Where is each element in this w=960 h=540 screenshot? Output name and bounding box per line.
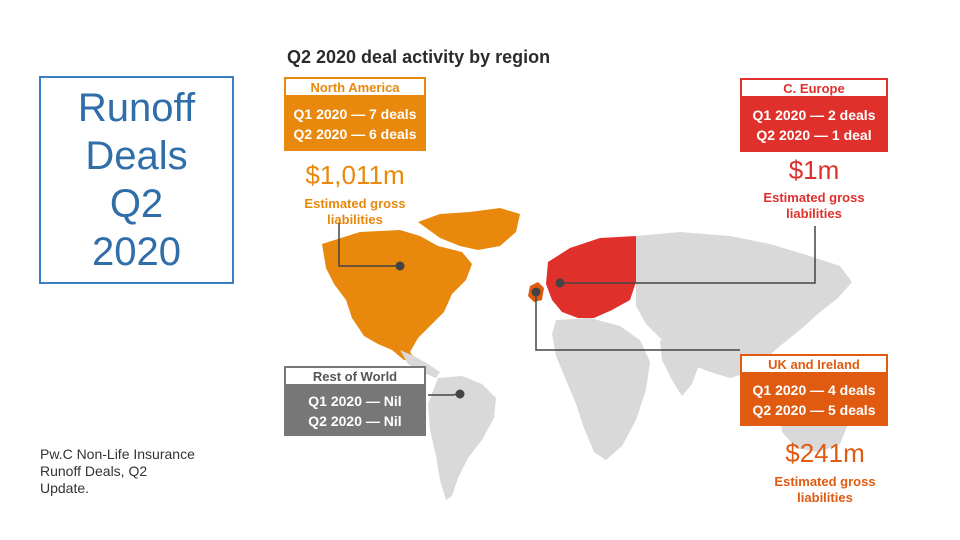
north-america-amount: $1,011m (305, 160, 405, 190)
uk-ireland-amount-label: Estimated gross liabilities (774, 474, 876, 505)
north-america-shape (322, 230, 472, 362)
connector-uk-ireland (535, 292, 740, 351)
north-america-name: North America (310, 79, 400, 95)
rest-of-world-deals: Q1 2020 — Nil Q2 2020 — Nil (284, 386, 426, 436)
north-america-amount-label: Estimated gross liabilities (304, 196, 406, 227)
rest-of-world-name: Rest of World (312, 368, 398, 384)
north-america-header: North America (284, 77, 426, 97)
greenland-shape (418, 208, 520, 250)
uk-ireland-amount: $241m (785, 438, 865, 468)
marker-uk-ireland (531, 287, 541, 297)
marker-north-america (395, 261, 405, 271)
c-europe-q2: Q2 2020 — 1 deal (756, 127, 872, 143)
c-europe-q1: Q1 2020 — 2 deals (752, 107, 876, 123)
north-america-q2: Q2 2020 — 6 deals (293, 126, 417, 142)
c-europe-header: C. Europe (740, 78, 888, 98)
uk-ireland-q1: Q1 2020 — 4 deals (752, 382, 876, 398)
connector-north-america (338, 222, 400, 267)
slide-title: Runoff Deals Q2 2020 (77, 86, 196, 274)
c-europe-amount: $1m (788, 155, 840, 185)
c-europe-deals: Q1 2020 — 2 deals Q2 2020 — 1 deal (740, 98, 888, 152)
asia-shape (636, 232, 852, 378)
europe-russia-shape (546, 236, 636, 318)
uk-ireland-name: UK and Ireland (768, 356, 860, 372)
c-europe-name: C. Europe (783, 80, 845, 96)
slide-title-box: Runoff Deals Q2 2020 (39, 76, 234, 284)
north-america-deals: Q1 2020 — 7 deals Q2 2020 — 6 deals (284, 97, 426, 151)
marker-c-europe (555, 278, 565, 288)
africa-shape (552, 318, 650, 460)
uk-ireland-header: UK and Ireland (740, 354, 888, 374)
c-europe-amount-label: Estimated gross liabilities (763, 190, 865, 221)
south-asia-shape (660, 340, 700, 396)
south-america-shape (428, 376, 496, 500)
north-america-q1: Q1 2020 — 7 deals (293, 106, 417, 122)
uk-ireland-q2: Q2 2020 — 5 deals (752, 402, 876, 418)
uk-ireland-deals: Q1 2020 — 4 deals Q2 2020 — 5 deals (740, 374, 888, 426)
chart-title: Q2 2020 deal activity by region (287, 47, 551, 67)
connector-c-europe (560, 226, 816, 284)
rest-of-world-q1: Q1 2020 — Nil (308, 393, 402, 409)
rest-of-world-q2: Q2 2020 — Nil (308, 413, 402, 429)
central-america-shape (400, 350, 440, 378)
slide-footer: Pw.C Non-Life Insurance Runoff Deals, Q2… (40, 446, 195, 496)
rest-of-world-header: Rest of World (284, 366, 426, 386)
marker-rest-of-world (455, 389, 465, 399)
